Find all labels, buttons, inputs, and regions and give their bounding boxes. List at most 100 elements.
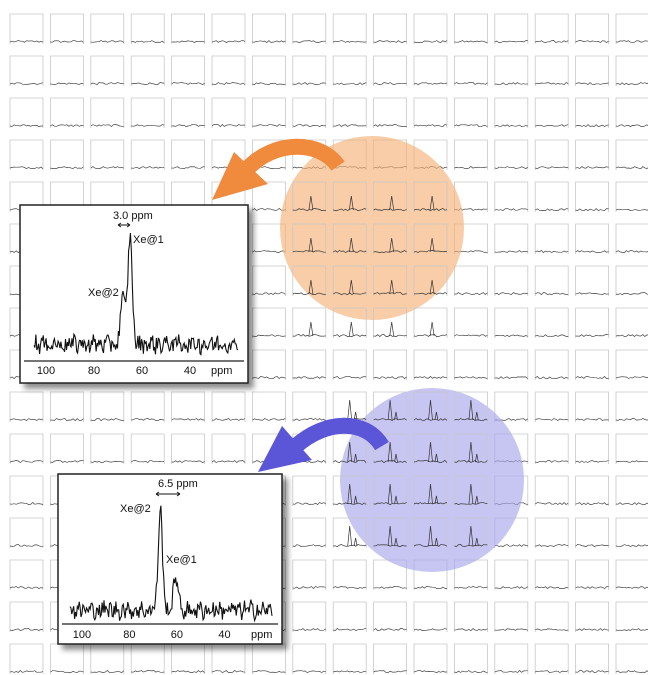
voxel-frame: [292, 559, 327, 590]
voxel-frame: [454, 349, 488, 380]
voxel-frame: [575, 181, 609, 212]
voxel-trace: [9, 544, 43, 547]
voxel-frame: [130, 181, 165, 212]
voxel-trace: [575, 586, 609, 590]
voxel-frame: [454, 13, 488, 44]
voxel-trace: [9, 586, 44, 590]
voxel-spectrum-cell: [130, 13, 165, 44]
x-tick-label: 80: [88, 365, 100, 377]
voxel-spectrum-cell: [454, 13, 488, 44]
voxel-trace: [373, 82, 407, 85]
voxel-spectrum-cell: [292, 475, 327, 506]
voxel-spectrum-cell: [9, 55, 44, 86]
voxel-frame: [534, 475, 569, 506]
voxel-frame: [332, 349, 367, 380]
voxel-trace: [211, 40, 246, 44]
separation-arrow-icon: [117, 222, 131, 228]
voxel-trace: [373, 586, 407, 589]
voxel-spectrum-cell: [332, 265, 367, 296]
voxel-spectrum-cell: [332, 559, 367, 590]
voxel-frame: [615, 97, 648, 128]
voxel-frame: [413, 223, 448, 254]
voxel-trace: [9, 628, 44, 631]
voxel-spectrum-cell: [9, 97, 44, 128]
voxel-spectrum-cell: [171, 643, 205, 674]
voxel-spectrum-cell: [534, 643, 569, 674]
voxel-frame: [9, 643, 44, 674]
voxel-frame: [332, 13, 367, 44]
voxel-frame: [494, 391, 529, 422]
voxel-frame: [575, 55, 609, 86]
voxel-frame: [211, 55, 246, 86]
voxel-frame: [575, 349, 609, 380]
voxel-frame: [615, 517, 648, 548]
voxel-trace: [575, 544, 609, 548]
voxel-trace: [535, 670, 569, 674]
voxel-spectrum-cell: [373, 349, 407, 380]
voxel-trace: [615, 166, 648, 170]
voxel-spectrum-cell: [534, 475, 569, 506]
voxel-frame: [575, 559, 609, 590]
voxel-trace: [252, 334, 286, 337]
voxel-frame: [454, 517, 488, 548]
voxel-spectrum-cell: [615, 97, 648, 128]
voxel-frame: [130, 97, 165, 128]
voxel-spectrum-cell: [292, 391, 327, 422]
voxel-trace: [454, 292, 488, 296]
voxel-spectrum-cell: [332, 181, 367, 212]
voxel-spectrum-cell: [373, 391, 407, 422]
voxel-spectrum-cell: [494, 307, 529, 338]
voxel-trace: [615, 334, 648, 337]
voxel-frame: [171, 643, 205, 674]
voxel-trace: [575, 250, 609, 253]
voxel-frame: [494, 643, 529, 674]
voxel-spectrum-cell: [50, 55, 84, 86]
voxel-frame: [413, 97, 448, 128]
voxel-frame: [575, 391, 609, 422]
voxel-spectrum-cell: [454, 139, 488, 170]
voxel-trace: [494, 166, 528, 170]
voxel-frame: [615, 223, 648, 254]
voxel-spectrum-cell: [292, 517, 327, 548]
voxel-spectrum-cell: [615, 181, 648, 212]
voxel-frame: [413, 349, 448, 380]
voxel-frame: [252, 55, 286, 86]
voxel-frame: [454, 433, 488, 464]
voxel-frame: [534, 307, 569, 338]
voxel-frame: [9, 601, 44, 632]
voxel-spectrum-cell: [9, 643, 44, 674]
voxel-trace: [9, 418, 44, 422]
voxel-frame: [171, 55, 205, 86]
voxel-trace: [292, 628, 326, 632]
voxel-frame: [50, 643, 84, 674]
voxel-spectrum-cell: [494, 643, 529, 674]
voxel-trace: [575, 460, 609, 464]
voxel-frame: [575, 601, 609, 632]
voxel-frame: [373, 223, 407, 254]
voxel-frame: [292, 307, 327, 338]
orange-arrowhead: [212, 152, 268, 200]
voxel-spectrum-cell: [534, 223, 569, 254]
voxel-spectrum-cell: [494, 55, 529, 86]
voxel-trace: [332, 586, 367, 589]
voxel-trace: [50, 166, 84, 169]
voxel-frame: [534, 517, 569, 548]
voxel-trace: [211, 82, 246, 85]
voxel-trace: [333, 279, 367, 296]
voxel-trace: [615, 628, 648, 631]
voxel-spectrum-cell: [615, 517, 648, 548]
voxel-spectrum-cell: [50, 433, 84, 464]
voxel-spectrum-cell: [292, 265, 327, 296]
voxel-trace: [615, 208, 648, 211]
voxel-trace: [535, 82, 569, 86]
voxel-spectrum-cell: [494, 139, 529, 170]
voxel-frame: [575, 13, 609, 44]
voxel-frame: [130, 55, 165, 86]
voxel-spectrum-cell: [50, 139, 84, 170]
voxel-trace: [9, 460, 44, 464]
voxel-spectrum-cell: [373, 265, 407, 296]
voxel-trace: [131, 670, 165, 673]
voxel-frame: [252, 643, 286, 674]
voxel-trace: [171, 460, 205, 464]
voxel-trace: [171, 166, 205, 169]
